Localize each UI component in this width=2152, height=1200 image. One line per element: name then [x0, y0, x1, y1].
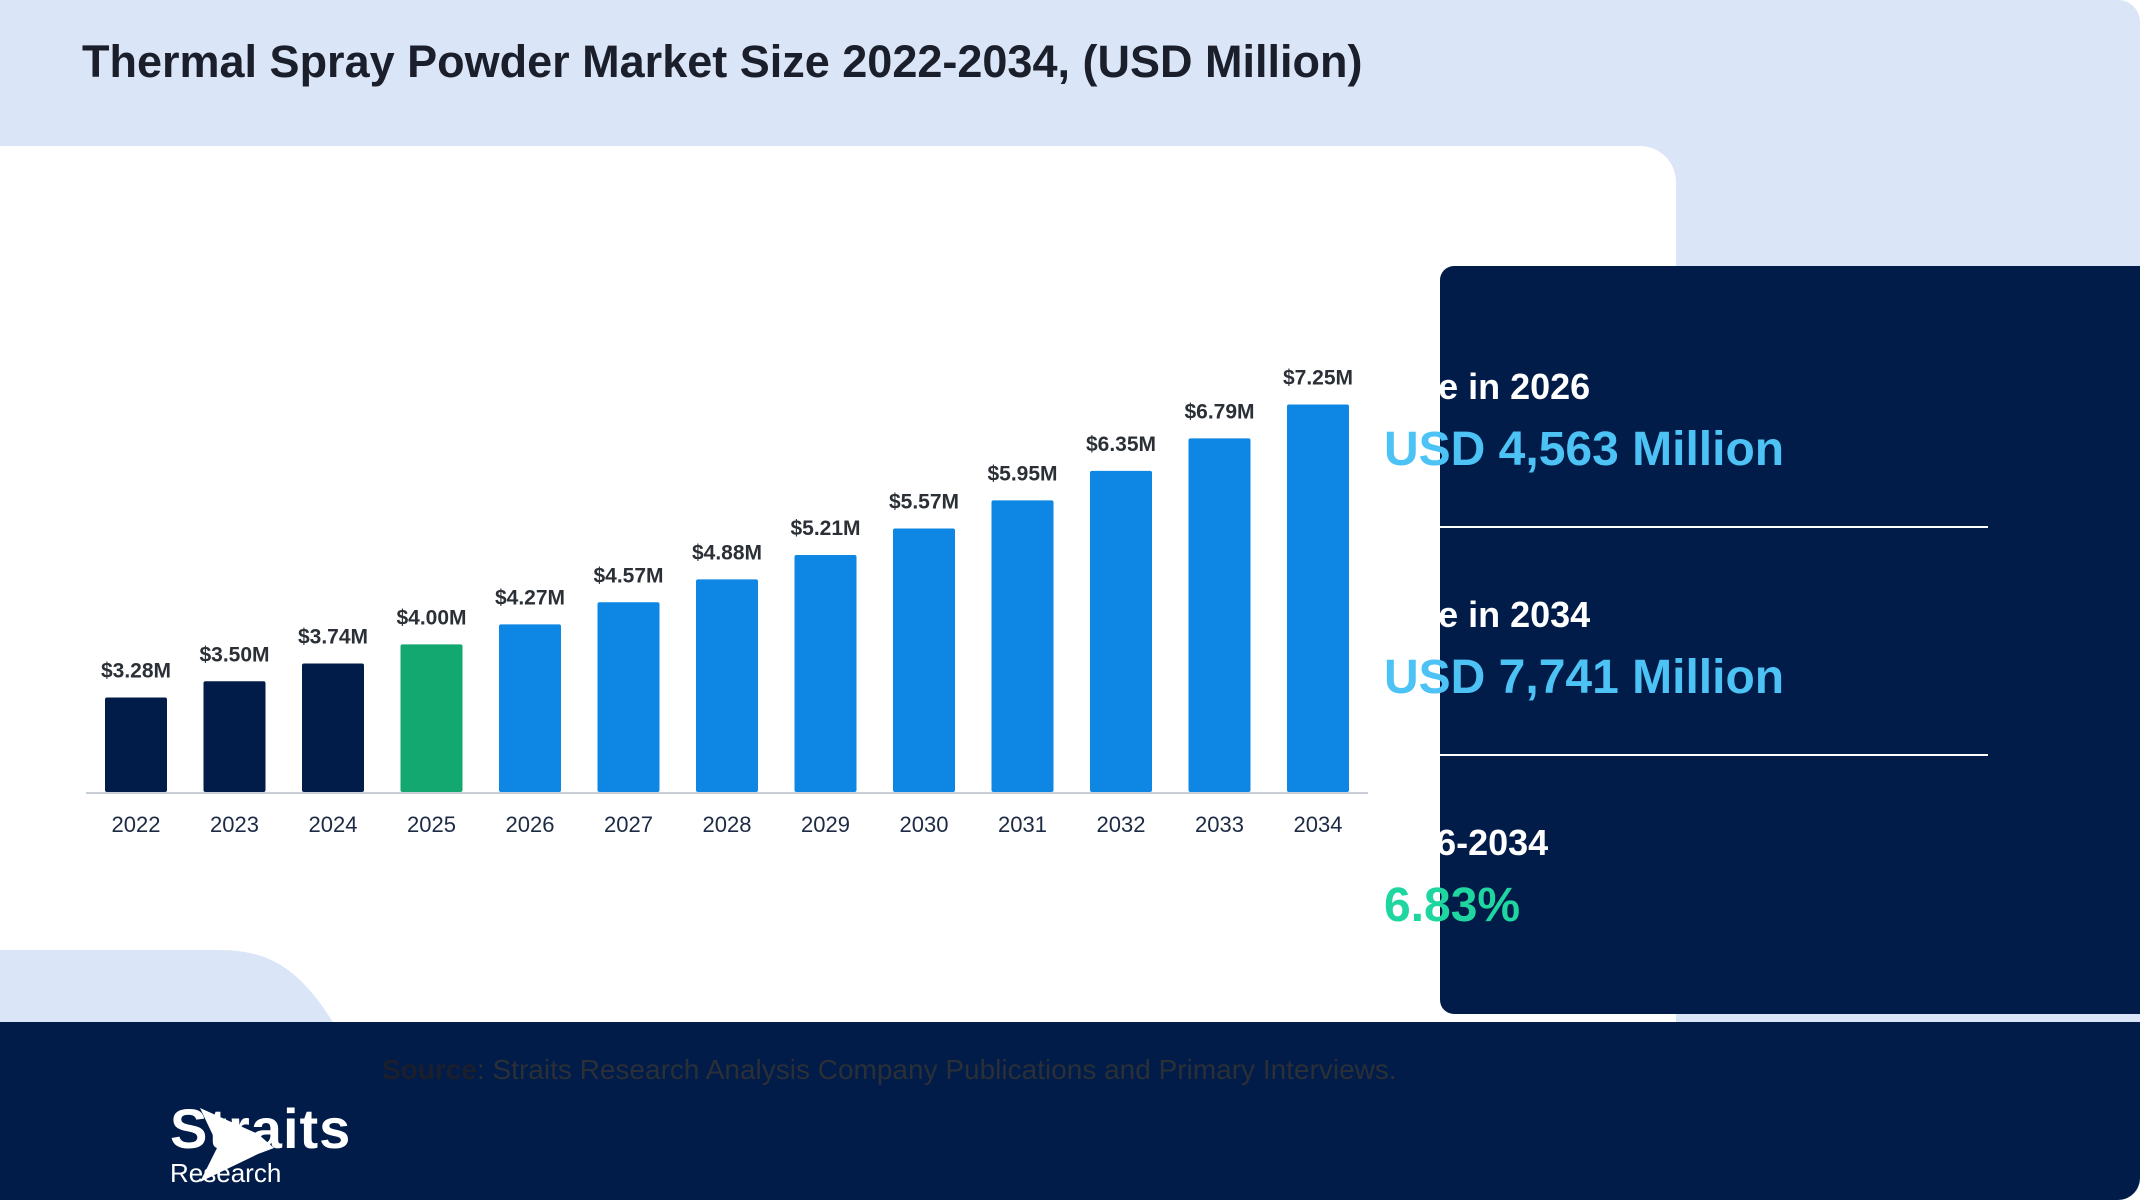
bar-2022: [105, 697, 167, 792]
bar-2026: [499, 624, 561, 792]
bottom-band: [0, 1022, 2140, 1200]
x-tick-2025: 2025: [407, 812, 456, 837]
x-tick-2031: 2031: [998, 812, 1047, 837]
bar-2024: [302, 663, 364, 792]
x-tick-2024: 2024: [309, 812, 358, 837]
source-text: : Straits Research Analysis Company Publ…: [476, 1054, 1397, 1085]
x-tick-2033: 2033: [1195, 812, 1244, 837]
stat-divider: [1440, 526, 1988, 528]
data-label-2022: $3.28M: [101, 660, 171, 683]
x-tick-2029: 2029: [801, 812, 850, 837]
bar-2025: [400, 644, 463, 792]
stat-market-2026: Market Size in 2026 USD 4,563 Million: [1384, 366, 2084, 477]
bar-2034: [1287, 404, 1349, 792]
stat-label: CAGR 2026-2034: [1384, 822, 1549, 863]
bar-2023: [203, 681, 266, 792]
data-label-2025: $4.00M: [396, 606, 466, 629]
data-label-2028: $4.88M: [692, 541, 762, 564]
data-label-2033: $6.79M: [1184, 400, 1254, 423]
bar-2027: [597, 602, 660, 792]
data-label-2030: $5.57M: [889, 490, 959, 513]
data-label-2026: $4.27M: [495, 586, 565, 609]
x-tick-2032: 2032: [1097, 812, 1146, 837]
stat-divider: [1440, 754, 1988, 756]
page-title: Thermal Spray Powder Market Size 2022-20…: [82, 36, 1363, 87]
data-label-2034: $7.25M: [1283, 366, 1353, 389]
bar-2033: [1188, 438, 1251, 792]
x-tick-2023: 2023: [210, 812, 259, 837]
source-note: Source: Straits Research Analysis Compan…: [382, 1054, 1397, 1086]
x-tick-2027: 2027: [604, 812, 653, 837]
straits-logo-icon: [200, 1108, 274, 1182]
stats-panel: [1440, 266, 2140, 1014]
stat-label: Market Size in 2026: [1384, 366, 1591, 407]
bar-2029: [794, 555, 857, 792]
data-label-2032: $6.35M: [1086, 433, 1156, 456]
stat-cagr: CAGR 2026-2034 6.83%: [1384, 822, 2084, 933]
bar-2028: [696, 579, 758, 792]
brand-name: Straits: [170, 1097, 352, 1160]
data-label-2031: $5.95M: [987, 462, 1057, 485]
stat-market-2034: Market Size in 2034 USD 7,741 Million: [1384, 594, 2084, 705]
x-tick-2022: 2022: [112, 812, 161, 837]
stat-value: 6.83%: [1384, 879, 1521, 932]
bar-2030: [893, 528, 955, 792]
bar-2032: [1090, 470, 1152, 792]
data-label-2027: $4.57M: [593, 564, 663, 587]
data-label-2029: $5.21M: [790, 517, 860, 540]
stat-label: Market Size in 2034: [1384, 594, 1591, 635]
data-label-2023: $3.50M: [199, 643, 269, 666]
x-tick-2026: 2026: [506, 812, 555, 837]
x-tick-2034: 2034: [1294, 812, 1343, 837]
x-tick-2028: 2028: [703, 812, 752, 837]
stat-value: USD 4,563 Million: [1384, 423, 1785, 476]
bar-chart: $3.28M 2022 $3.50M 2023 $3.74M 2024 $4.00M 2025…: [86, 366, 1368, 837]
stat-value: USD 7,741 Million: [1384, 651, 1785, 704]
source-prefix: Source: [382, 1054, 477, 1085]
brand-sub: Research: [170, 1158, 282, 1188]
data-label-2024: $3.74M: [298, 626, 368, 649]
bar-2031: [991, 500, 1054, 792]
x-tick-2030: 2030: [900, 812, 949, 837]
